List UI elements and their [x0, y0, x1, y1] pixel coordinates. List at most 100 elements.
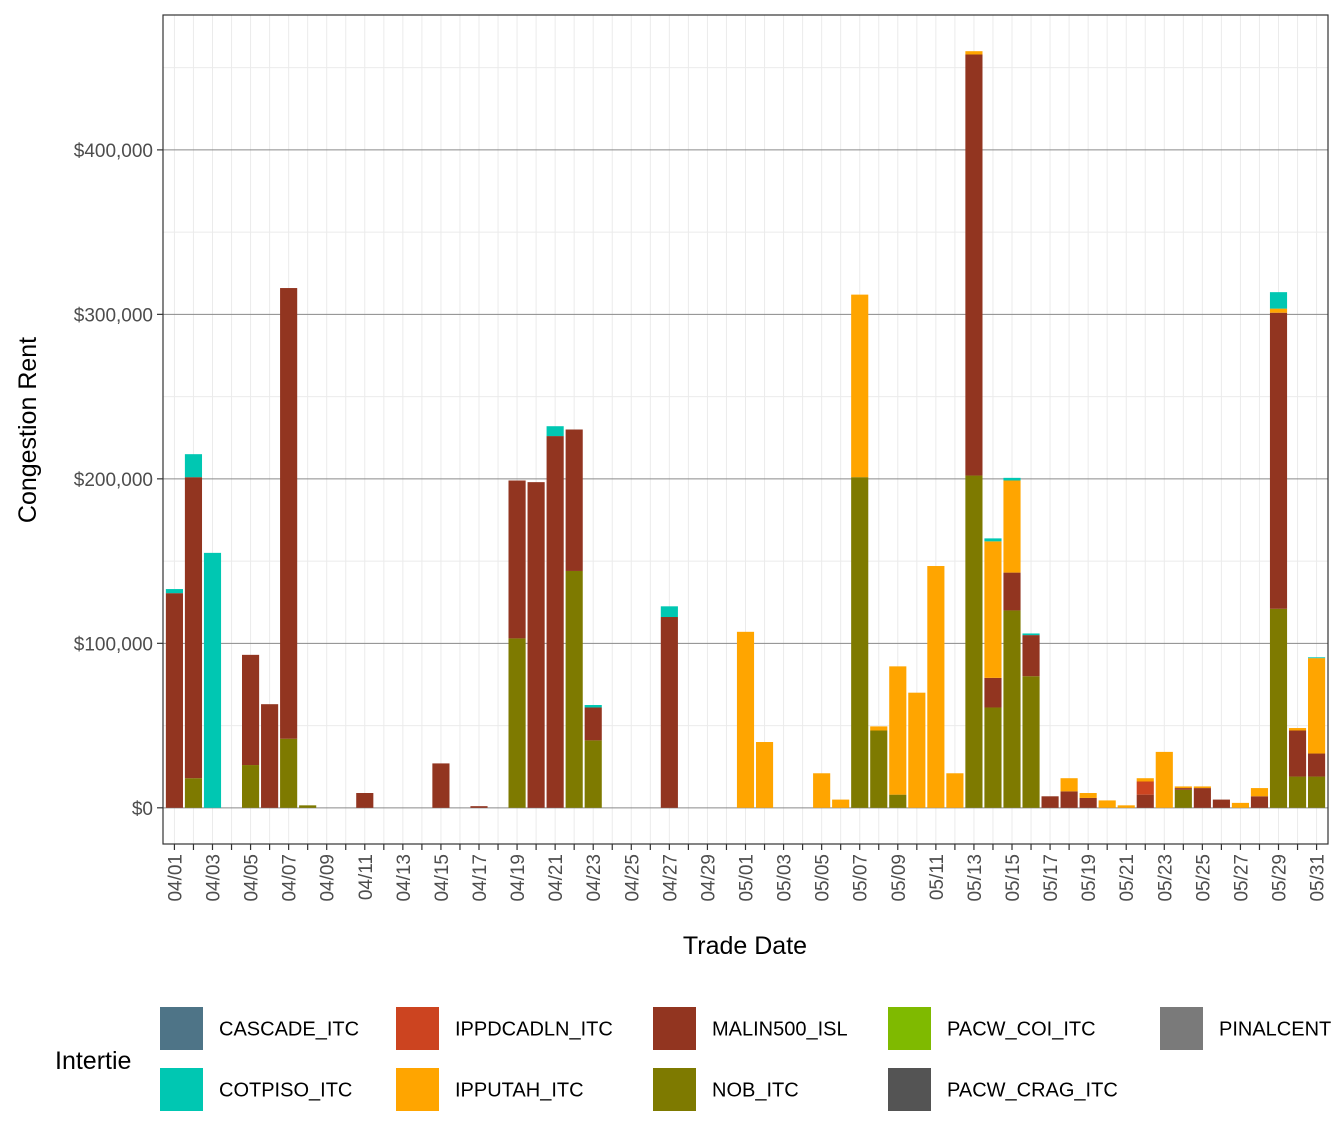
bar-segment — [1060, 778, 1078, 792]
bar-segment — [736, 631, 755, 808]
bar-segment — [660, 606, 678, 618]
bar-segment — [280, 738, 298, 808]
bar-segment — [203, 552, 222, 808]
bar-segment — [870, 726, 888, 731]
bar-segment — [1269, 608, 1288, 808]
bar-segment — [1022, 635, 1040, 677]
legend-key — [396, 1007, 439, 1050]
bar-segment — [1269, 308, 1288, 313]
bar-segment — [1308, 658, 1326, 754]
bar-segment — [1231, 802, 1250, 808]
bar-segment — [1212, 799, 1230, 808]
bar-segment — [1003, 480, 1021, 573]
x-axis-title: Trade Date — [683, 932, 807, 960]
y-tick-label: $200,000 — [74, 470, 153, 491]
bar-segment — [755, 742, 774, 808]
bar-segment — [1041, 796, 1059, 808]
bar-segment — [946, 773, 964, 808]
bar-segment — [1174, 786, 1192, 789]
bar-segment — [851, 477, 869, 808]
bar-segment — [1136, 794, 1154, 808]
x-tick-label: 04/23 — [584, 854, 605, 902]
legend-key — [160, 1007, 203, 1050]
x-tick-label: 05/25 — [1193, 854, 1214, 902]
bar-segment — [1003, 610, 1021, 808]
bar-segment — [984, 538, 1002, 542]
bar-segment — [184, 454, 203, 478]
bar-segment — [1250, 796, 1269, 808]
x-tick-label: 04/11 — [356, 854, 377, 900]
x-tick-label: 04/15 — [432, 854, 453, 902]
x-tick-label: 04/13 — [394, 854, 415, 902]
y-axis-title: Congestion Rent — [14, 337, 42, 523]
bar-segment — [280, 288, 298, 739]
x-tick-label: 05/31 — [1308, 854, 1329, 902]
legend-label: COTPISO_ITC — [219, 1080, 352, 1102]
x-tick-label: 04/07 — [280, 854, 301, 902]
x-tick-label: 04/19 — [508, 854, 529, 902]
x-axis: 04/01 04/03 04/05 04/07 04/09 04/11 04/13 04/15… — [165, 844, 1329, 902]
legend-key — [653, 1068, 696, 1111]
x-tick-label: 05/07 — [851, 854, 872, 902]
legend: Intertie CASCADE_ITC COTPISO_ITC IPPDCADLN… — [55, 1007, 1331, 1111]
bar-segment — [1003, 477, 1021, 481]
x-tick-label: 05/27 — [1231, 854, 1252, 902]
bar-segment — [813, 773, 831, 808]
x-tick-label: 04/17 — [470, 854, 491, 902]
bar-segment — [1288, 776, 1307, 808]
bar-segment — [1288, 728, 1307, 731]
bar-segment — [584, 707, 602, 741]
bar-segment — [184, 778, 203, 808]
bar-segment — [432, 763, 450, 808]
bar-segment — [660, 617, 678, 808]
bar-segment — [1269, 312, 1288, 609]
legend-title: Intertie — [55, 1047, 131, 1075]
bar-segment — [1022, 633, 1040, 636]
bar-segment — [1288, 730, 1307, 777]
bar-segment — [965, 475, 983, 808]
bar-segment — [565, 429, 583, 571]
legend-label: PACW_COI_ITC — [947, 1019, 1096, 1041]
legend-label: CASCADE_ITC — [219, 1019, 359, 1041]
bar-segment — [984, 677, 1002, 708]
bar-segment — [299, 805, 317, 808]
bar-segment — [241, 765, 260, 808]
legend-key — [160, 1068, 203, 1111]
bar-segment — [1308, 753, 1326, 777]
x-tick-label: 05/03 — [775, 854, 796, 902]
bar-segment — [1174, 788, 1192, 790]
x-tick-label: 05/01 — [737, 854, 758, 902]
x-tick-label: 04/03 — [203, 854, 224, 902]
bar-segment — [1308, 776, 1326, 808]
bar-segment — [584, 740, 602, 808]
bar-segment — [1136, 781, 1154, 795]
x-tick-label: 05/15 — [1003, 854, 1024, 902]
y-tick-label: $0 — [132, 799, 153, 820]
bar-segment — [165, 589, 183, 594]
bar-segment — [1079, 793, 1097, 798]
bar-segment — [1250, 788, 1269, 797]
x-tick-label: 04/09 — [318, 854, 339, 902]
x-tick-label: 05/29 — [1270, 854, 1291, 902]
x-tick-label: 04/21 — [546, 854, 567, 902]
y-tick-label: $400,000 — [74, 141, 153, 162]
bar-segment — [527, 482, 545, 808]
bar-segment — [470, 806, 488, 808]
bar-segment — [927, 566, 945, 808]
bar-segment — [870, 730, 888, 808]
bar-segment — [1308, 657, 1326, 659]
bar-segment — [546, 426, 564, 437]
bar-segment — [889, 794, 907, 808]
bar-segment — [1003, 572, 1021, 611]
bar-segment — [1269, 292, 1288, 309]
bar-segment — [1117, 805, 1135, 808]
bar-segment — [1060, 791, 1078, 808]
legend-key — [396, 1068, 439, 1111]
x-tick-label: 04/27 — [660, 854, 681, 902]
bar-segment — [546, 436, 564, 808]
legend-label: PINALCENT — [1219, 1019, 1331, 1041]
x-tick-label: 05/17 — [1041, 854, 1062, 902]
legend-key — [888, 1007, 931, 1050]
